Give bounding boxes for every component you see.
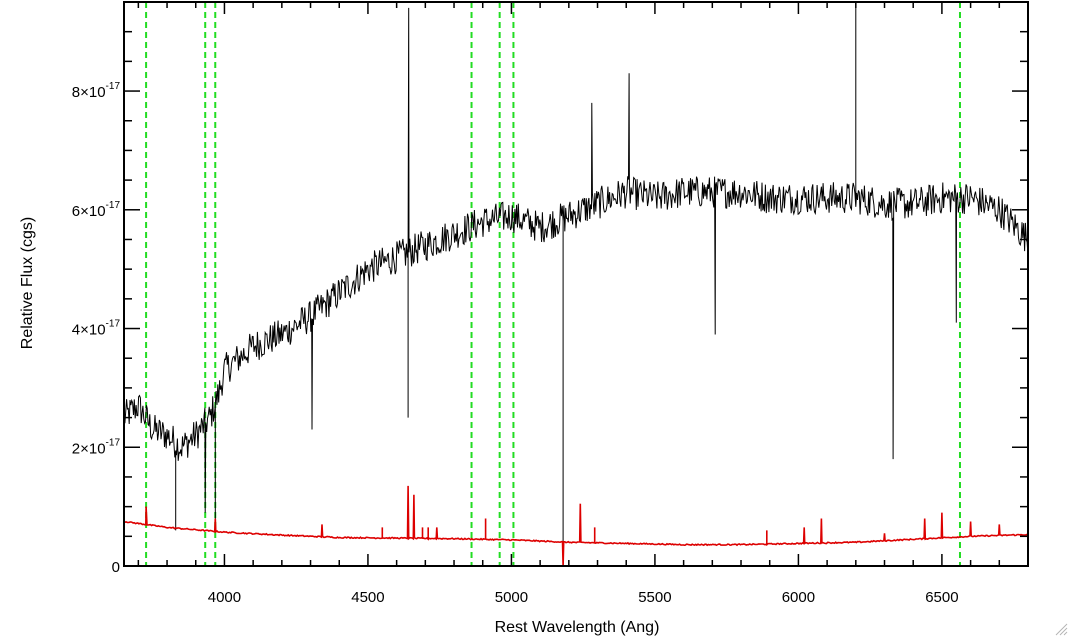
y-tick-label: 8×10-17 <box>72 81 121 101</box>
y-axis-title: Relative Flux (cgs) <box>19 217 36 349</box>
x-tick-label: 4000 <box>208 589 241 606</box>
spectrum-series <box>123 2 1029 567</box>
x-axis-title: Rest Wavelength (Ang) <box>495 619 660 636</box>
emission-line-markers <box>145 2 961 566</box>
resize-grip-icon[interactable] <box>1055 623 1068 636</box>
x-tick-label: 5000 <box>495 589 528 606</box>
y-tick-label: 6×10-17 <box>72 200 121 220</box>
x-tick-label: 6500 <box>925 589 958 606</box>
plot-frame <box>123 1 1029 567</box>
error-spectrum-line <box>123 485 1028 567</box>
axes <box>123 1 1029 567</box>
object-spectrum-line <box>123 2 1029 566</box>
x-tick-label: 5500 <box>638 589 671 606</box>
y-tick-label: 2×10-17 <box>72 437 121 457</box>
x-tick-label: 6000 <box>782 589 815 606</box>
tick-labels: 4000 4500 5000 5500 6000 6500 0 2×10-17 4×10-17 6… <box>72 81 959 606</box>
y-tick-label: 0 <box>112 559 120 576</box>
y-tick-label: 4×10-17 <box>72 319 121 339</box>
x-tick-label: 4500 <box>351 589 384 606</box>
